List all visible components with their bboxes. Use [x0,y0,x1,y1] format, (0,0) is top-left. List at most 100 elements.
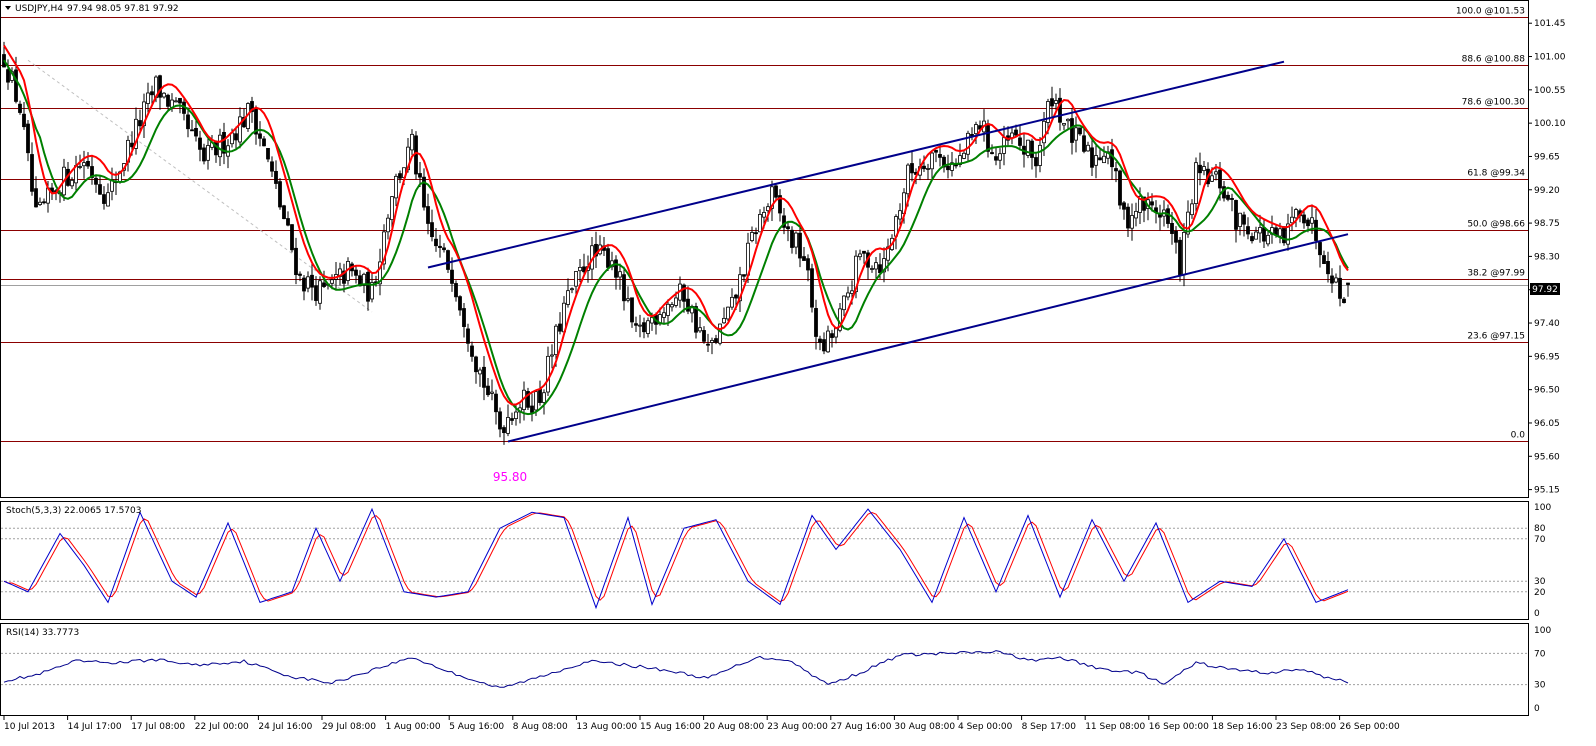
candle-body [798,232,802,259]
fib-label-0: 100.0 @101.53 [1456,7,1525,17]
candle-body [638,324,642,327]
candle-body [898,210,902,220]
candle-body [6,69,10,83]
candle-body [530,405,534,413]
price-tick-label: 100.55 [1534,86,1566,96]
candle-body [1130,215,1134,229]
candle-body [394,175,398,199]
rsi-pane[interactable] [0,623,1529,716]
candle-body [1094,155,1098,166]
candle-body [754,232,758,235]
candle-body [1034,157,1038,167]
candle-body [670,304,674,308]
candle-body [1326,261,1330,275]
stoch-tick-label: 0 [1534,609,1540,619]
candle-body [822,339,826,352]
chart-menu-triangle-icon[interactable] [5,6,11,10]
candle-body [714,338,718,343]
candle-body [610,260,614,268]
time-tick-label: 5 Aug 16:00 [449,722,504,732]
candle-body [770,186,774,209]
candle-body [994,156,998,161]
candle-body [254,108,258,135]
candle-body [386,217,390,233]
price-pane[interactable] [0,0,1529,498]
candle-body [1046,101,1050,123]
candle-body [566,290,570,305]
candle-body [94,177,98,185]
time-tick-label: 4 Sep 00:00 [958,722,1013,732]
candle-body [718,323,722,344]
fast-moving-average [3,44,1349,406]
candle-body [258,133,262,139]
candle-body [618,271,622,278]
candle-body [1238,212,1242,227]
rsi-tick-label: 70 [1534,649,1546,659]
candle-body [218,134,222,158]
candle-body [354,269,358,276]
candle-body [138,120,142,127]
candle-body [22,113,26,128]
candle-body [238,116,242,143]
candle-body [1306,219,1310,227]
candle-body [750,232,754,241]
candle-body [190,129,194,132]
candle-body [486,385,490,396]
candle-body [906,164,910,195]
candle-body [1018,137,1022,146]
price-tick-label: 99.65 [1534,152,1560,162]
price-tick-label: 95.60 [1534,452,1560,462]
candle-body [730,296,734,308]
candle-body [558,323,562,332]
candle-body [526,391,530,408]
candle-body [1190,203,1194,216]
candle-body [102,194,106,204]
price-tick-label: 100.10 [1534,119,1566,129]
price-tick-label: 97.40 [1534,319,1560,329]
candle-body [362,273,366,286]
candle-body [854,255,858,293]
candle-body [1342,298,1346,304]
fib-label-7: 0.0 [1511,431,1526,441]
candle-body [774,185,778,198]
candle-body [1286,223,1290,245]
candle-body [426,206,430,224]
dashed-trend-line [27,59,373,313]
candle-body [1038,144,1042,166]
candle-body [250,101,254,112]
price-tick-label: 101.45 [1534,19,1566,29]
candle-body [1182,232,1186,276]
rsi-tick-label: 0 [1534,704,1540,714]
candle-body [1054,100,1058,104]
time-tick-label: 22 Jul 00:00 [195,722,249,732]
candle-body [538,388,542,403]
candle-body [722,317,726,324]
fibonacci-levels: 100.0 @101.53 88.6 @100.88 78.6 @100.30 61.… [1,7,1528,442]
candle-body [622,274,626,302]
candle-body [26,123,30,154]
candle-body [270,161,274,172]
candle-body [1194,162,1198,204]
price-tick-label: 98.75 [1534,219,1560,229]
candle-body [450,269,454,284]
candle-body [494,393,498,413]
price-tick-label: 96.05 [1534,419,1560,429]
candle-body [266,148,270,160]
candle-body [1202,166,1206,172]
candle-body [1170,223,1174,234]
candle-body [290,224,294,251]
time-tick-label: 30 Aug 08:00 [894,722,955,732]
candle-body [150,91,154,96]
candle-body [1334,277,1338,283]
candle-body [1262,227,1266,242]
fib-label-5: 38.2 @97.99 [1467,269,1525,279]
candle-body [162,92,166,98]
candle-body [1290,216,1294,224]
stoch-tick-label: 70 [1534,535,1546,545]
time-tick-label: 18 Sep 16:00 [1212,722,1272,732]
fib-label-2: 78.6 @100.30 [1462,98,1526,108]
candle-body [630,297,634,323]
candle-body [446,250,450,270]
candle-body [34,188,38,208]
